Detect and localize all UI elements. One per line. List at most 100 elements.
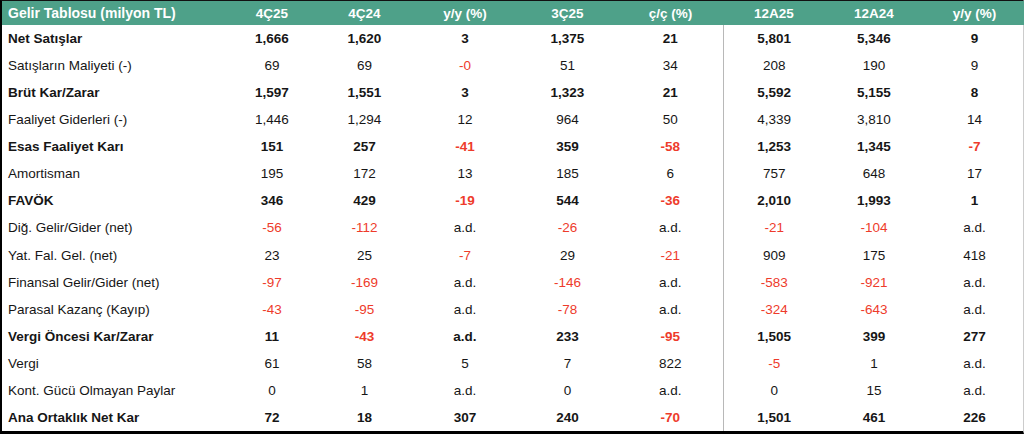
cell-value: 964 bbox=[517, 106, 618, 133]
cell-value: 822 bbox=[618, 350, 723, 377]
cell-value: 50 bbox=[618, 106, 723, 133]
cell-value: 9 bbox=[923, 25, 1024, 52]
cell-value: 1 bbox=[316, 377, 413, 404]
row-label: Brüt Kar/Zarar bbox=[2, 79, 228, 106]
cell-value: 277 bbox=[923, 323, 1024, 350]
income-statement-table: Gelir Tablosu (milyon TL) 4Ç25 4Ç24 y/y … bbox=[0, 0, 1024, 434]
cell-value: 1,666 bbox=[228, 25, 316, 52]
cell-value: 23 bbox=[228, 242, 316, 269]
row-label: Satışların Maliyeti (-) bbox=[2, 52, 228, 79]
cell-value: a.d. bbox=[923, 377, 1024, 404]
cell-value: 72 bbox=[228, 404, 316, 431]
cell-value: -36 bbox=[618, 187, 723, 214]
cell-value: -104 bbox=[825, 214, 923, 241]
row-label: Yat. Fal. Gel. (net) bbox=[2, 242, 228, 269]
cell-value: -43 bbox=[316, 323, 413, 350]
col-header-4c24: 4Ç24 bbox=[316, 1, 413, 25]
cell-value: 5 bbox=[413, 350, 517, 377]
cell-value: -21 bbox=[618, 242, 723, 269]
cell-value: -78 bbox=[517, 296, 618, 323]
row-label: Net Satışlar bbox=[2, 25, 228, 52]
cell-value: 1,294 bbox=[316, 106, 413, 133]
cell-value: 257 bbox=[316, 133, 413, 160]
cell-value: 151 bbox=[228, 133, 316, 160]
table-row: Vergi615857822-51a.d. bbox=[2, 350, 1024, 377]
row-label: Amortisman bbox=[2, 160, 228, 187]
cell-value: 1,345 bbox=[825, 133, 923, 160]
cell-value: a.d. bbox=[618, 296, 723, 323]
cell-value: 1,253 bbox=[723, 133, 825, 160]
cell-value: 208 bbox=[723, 52, 825, 79]
cell-value: 0 bbox=[723, 377, 825, 404]
cell-value: 544 bbox=[517, 187, 618, 214]
cell-value: 240 bbox=[517, 404, 618, 431]
cell-value: 0 bbox=[517, 377, 618, 404]
cell-value: 2,010 bbox=[723, 187, 825, 214]
table-row: Brüt Kar/Zarar1,5971,55131,323215,5925,1… bbox=[2, 79, 1024, 106]
table-row: Satışların Maliyeti (-)6969-051342081909 bbox=[2, 52, 1024, 79]
row-label: Finansal Gelir/Gider (net) bbox=[2, 269, 228, 296]
cell-value: a.d. bbox=[413, 296, 517, 323]
cell-value: 1,501 bbox=[723, 404, 825, 431]
col-header-qq: ç/ç (%) bbox=[618, 1, 723, 25]
cell-value: -169 bbox=[316, 269, 413, 296]
cell-value: 18 bbox=[316, 404, 413, 431]
table-row: Esas Faaliyet Karı151257-41359-581,2531,… bbox=[2, 133, 1024, 160]
cell-value: 1 bbox=[923, 187, 1024, 214]
cell-value: 4,339 bbox=[723, 106, 825, 133]
cell-value: 1,505 bbox=[723, 323, 825, 350]
cell-value: -921 bbox=[825, 269, 923, 296]
table-title: Gelir Tablosu (milyon TL) bbox=[2, 1, 228, 25]
cell-value: a.d. bbox=[413, 323, 517, 350]
cell-value: 1,375 bbox=[517, 25, 618, 52]
cell-value: a.d. bbox=[618, 214, 723, 241]
cell-value: 61 bbox=[228, 350, 316, 377]
cell-value: 1,446 bbox=[228, 106, 316, 133]
cell-value: -95 bbox=[618, 323, 723, 350]
cell-value: -583 bbox=[723, 269, 825, 296]
cell-value: -0 bbox=[413, 52, 517, 79]
cell-value: 195 bbox=[228, 160, 316, 187]
cell-value: a.d. bbox=[618, 377, 723, 404]
cell-value: 757 bbox=[723, 160, 825, 187]
col-header-4c25: 4Ç25 bbox=[228, 1, 316, 25]
cell-value: a.d. bbox=[413, 377, 517, 404]
row-label: Vergi Öncesi Kar/Zarar bbox=[2, 323, 228, 350]
row-label: FAVÖK bbox=[2, 187, 228, 214]
cell-value: 58 bbox=[316, 350, 413, 377]
cell-value: 8 bbox=[923, 79, 1024, 106]
cell-value: -43 bbox=[228, 296, 316, 323]
cell-value: a.d. bbox=[923, 214, 1024, 241]
cell-value: 0 bbox=[228, 377, 316, 404]
cell-value: 14 bbox=[923, 106, 1024, 133]
cell-value: 13 bbox=[413, 160, 517, 187]
cell-value: 418 bbox=[923, 242, 1024, 269]
cell-value: 1,597 bbox=[228, 79, 316, 106]
cell-value: 6 bbox=[618, 160, 723, 187]
cell-value: 69 bbox=[316, 52, 413, 79]
table-row: FAVÖK346429-19544-362,0101,9931 bbox=[2, 187, 1024, 214]
cell-value: -26 bbox=[517, 214, 618, 241]
row-label: Esas Faaliyet Karı bbox=[2, 133, 228, 160]
table-row: Ana Ortaklık Net Kar7218307240-701,50146… bbox=[2, 404, 1024, 431]
table-body: Net Satışlar1,6661,62031,375215,8015,346… bbox=[2, 25, 1024, 431]
cell-value: 185 bbox=[517, 160, 618, 187]
cell-value: -95 bbox=[316, 296, 413, 323]
cell-value: 5,801 bbox=[723, 25, 825, 52]
cell-value: 17 bbox=[923, 160, 1024, 187]
cell-value: 3 bbox=[413, 79, 517, 106]
table-row: Vergi Öncesi Kar/Zarar11-43a.d.233-951,5… bbox=[2, 323, 1024, 350]
cell-value: 3 bbox=[413, 25, 517, 52]
table-row: Kont. Gücü Olmayan Paylar01a.d.0a.d.015a… bbox=[2, 377, 1024, 404]
cell-value: 15 bbox=[825, 377, 923, 404]
cell-value: 21 bbox=[618, 25, 723, 52]
cell-value: a.d. bbox=[923, 296, 1024, 323]
cell-value: 648 bbox=[825, 160, 923, 187]
financials-table: Gelir Tablosu (milyon TL) 4Ç25 4Ç24 y/y … bbox=[2, 1, 1024, 431]
cell-value: 909 bbox=[723, 242, 825, 269]
table-row: Net Satışlar1,6661,62031,375215,8015,346… bbox=[2, 25, 1024, 52]
col-header-12a24: 12A24 bbox=[825, 1, 923, 25]
cell-value: a.d. bbox=[618, 269, 723, 296]
cell-value: 7 bbox=[517, 350, 618, 377]
cell-value: 69 bbox=[228, 52, 316, 79]
